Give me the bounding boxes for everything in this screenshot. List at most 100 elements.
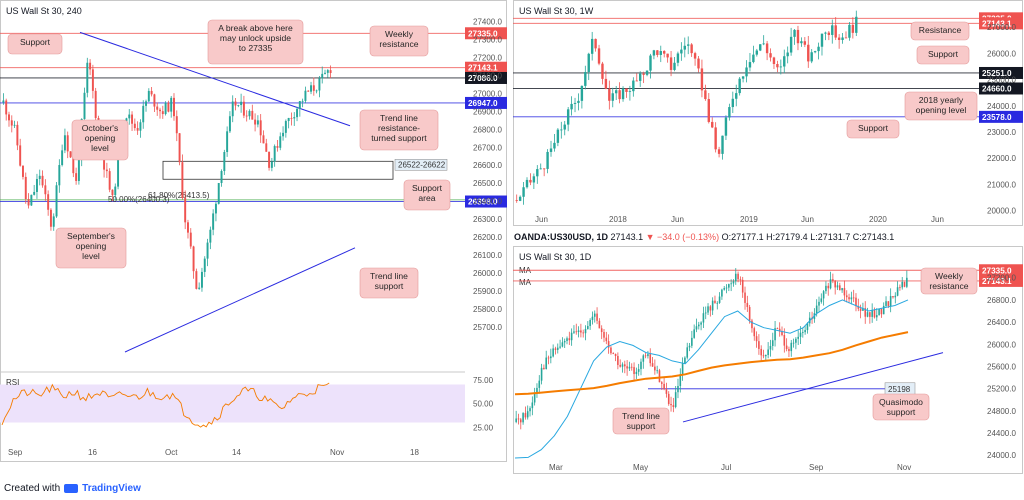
candle <box>700 59 704 98</box>
candle <box>329 65 332 79</box>
candle <box>610 346 612 355</box>
candle <box>582 329 585 338</box>
chart-4h[interactable]: US Wall St 30, 240 26522-26622 27335.0 271… <box>0 0 507 462</box>
chart-4h-title: US Wall St 30, 240 <box>6 6 82 16</box>
h4-ytick-9: 26600.0 <box>473 161 502 170</box>
tradingview-logo-icon[interactable] <box>64 484 79 493</box>
w-price-label-3: 24660.0 <box>982 84 1012 93</box>
candle <box>601 61 604 85</box>
candle <box>515 410 517 424</box>
legend-ma-slow: MA <box>519 278 532 287</box>
d-xtick-1: May <box>633 463 648 472</box>
candle <box>161 105 164 119</box>
candle <box>848 22 851 41</box>
candle <box>831 19 834 44</box>
candle <box>806 322 809 334</box>
h4-ytick-10: 26700.0 <box>473 143 502 152</box>
candle <box>656 49 659 58</box>
candle <box>529 173 532 186</box>
chart-daily[interactable]: US Wall St 30, 1D MA MA 27335.027143.125… <box>513 246 1023 474</box>
candle <box>667 391 670 406</box>
candle <box>552 344 554 358</box>
h4-xtick-1: 16 <box>88 448 97 457</box>
candle <box>44 179 47 201</box>
candle <box>13 120 16 128</box>
support-zone-box <box>162 160 394 180</box>
candle <box>298 100 301 117</box>
candle <box>707 303 709 315</box>
candle <box>717 146 721 158</box>
footer-brand[interactable]: TradingView <box>82 483 141 494</box>
candle <box>637 363 640 376</box>
candle <box>755 331 758 348</box>
candle <box>83 87 86 120</box>
candle <box>623 360 626 374</box>
w-xtick-0: Jun <box>535 215 548 224</box>
candle <box>543 364 545 370</box>
candle <box>515 194 518 203</box>
chart-weekly[interactable]: US Wall St 30, 1W 27335.027143.125251.02… <box>513 0 1023 226</box>
candle <box>795 337 797 350</box>
rsi-tick-1: 50.00 <box>473 400 494 409</box>
candle <box>866 307 869 318</box>
candle <box>531 396 534 416</box>
candle <box>94 87 97 124</box>
note-october-open-text-1: opening <box>85 133 116 143</box>
candle <box>206 238 209 267</box>
note-support-area-text-0: Support <box>412 183 443 193</box>
candle <box>670 396 672 412</box>
candle <box>234 98 237 111</box>
candle <box>75 167 78 185</box>
candle <box>540 363 543 385</box>
candle <box>728 103 731 121</box>
candle <box>848 293 850 304</box>
note-weekly-resistance-text-0: Weekly <box>385 29 414 39</box>
candle <box>181 154 184 200</box>
candle <box>892 296 894 299</box>
candle <box>142 100 145 129</box>
h4-ytick-8: 26500.0 <box>473 179 502 188</box>
candle <box>16 121 19 151</box>
candle <box>669 50 673 77</box>
candle <box>293 112 296 126</box>
note-w-support: Support <box>916 45 970 65</box>
candle <box>697 56 700 73</box>
candle <box>310 81 313 95</box>
candle <box>793 29 796 45</box>
note-d-quasimodo-text-1: support <box>887 407 916 417</box>
candle <box>304 86 307 104</box>
ohlc-low: 27131.7 <box>817 232 851 242</box>
candle <box>827 31 831 41</box>
w-xtick-1: 2018 <box>609 215 627 224</box>
d-trend-line <box>682 352 944 423</box>
note-weekly-resistance-text-1: resistance <box>379 39 418 49</box>
candle <box>855 293 857 312</box>
candle <box>656 365 658 374</box>
candle <box>730 279 732 292</box>
candle <box>778 322 781 337</box>
d-xtick-3: Sep <box>809 463 824 472</box>
candle <box>550 348 552 364</box>
candle <box>5 98 8 121</box>
candle <box>577 93 580 111</box>
w-price-label-1: 27143.1 <box>982 19 1012 28</box>
candle <box>524 406 527 420</box>
candle <box>324 69 326 75</box>
d-xtick-4: Nov <box>897 463 911 472</box>
candle <box>673 56 676 72</box>
candle <box>279 132 282 151</box>
candle <box>792 338 795 348</box>
candle <box>724 115 728 140</box>
candle <box>723 285 726 291</box>
candle <box>759 44 762 52</box>
candle <box>590 31 594 61</box>
candle <box>820 293 823 304</box>
candle <box>598 318 601 329</box>
candle <box>237 104 240 108</box>
candle <box>21 165 24 180</box>
candle <box>737 271 739 283</box>
d-price-label-1: 27143.1 <box>982 277 1012 286</box>
